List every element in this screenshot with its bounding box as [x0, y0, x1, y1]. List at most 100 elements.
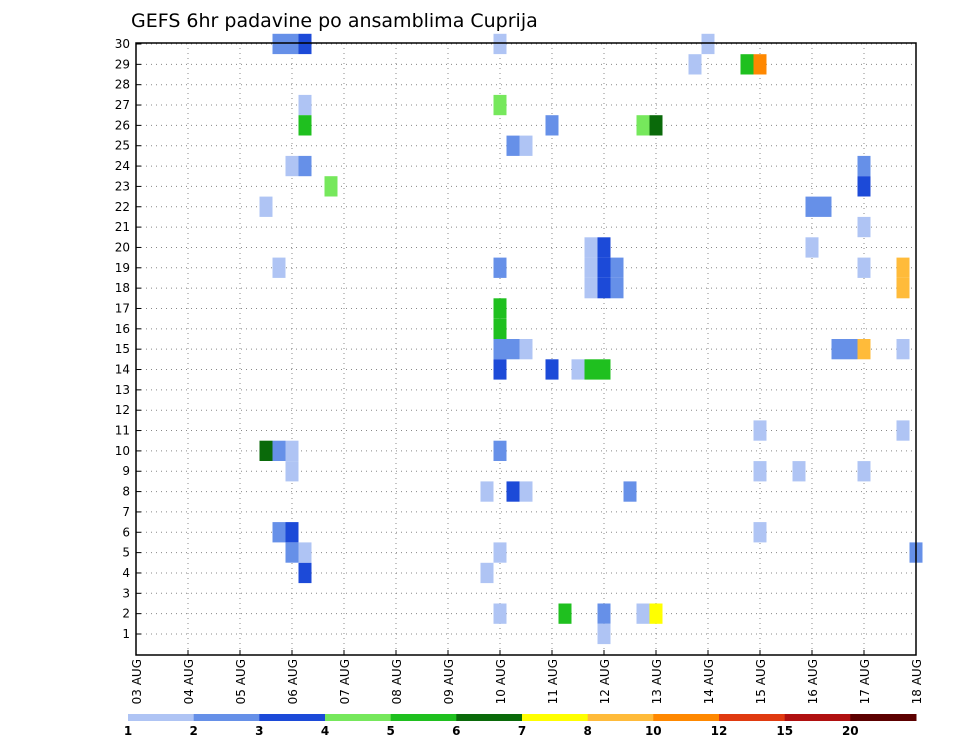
- heatmap-cell: [584, 359, 598, 380]
- heatmap-cell: [792, 461, 806, 482]
- heatmap-cell: [493, 298, 507, 319]
- x-tick-label: 11 AUG: [546, 659, 560, 704]
- y-tick-label: 17: [115, 301, 130, 315]
- x-tick-label: 13 AUG: [650, 659, 664, 704]
- y-tick-label: 6: [122, 525, 130, 539]
- y-tick-label: 26: [115, 118, 130, 132]
- colorbar-segment: [522, 714, 589, 721]
- heatmap-cell: [896, 278, 910, 299]
- heatmap-cell: [298, 33, 312, 55]
- colorbar-label: 5: [387, 724, 395, 738]
- colorbar-label: 10: [645, 724, 662, 738]
- heatmap-cell: [857, 176, 871, 197]
- heatmap-cell: [493, 440, 507, 461]
- heatmap-cell: [519, 135, 533, 156]
- heatmap-cell: [285, 440, 299, 461]
- y-tick-label: 16: [115, 322, 130, 336]
- heatmap-cell: [285, 542, 299, 563]
- heatmap-cell: [545, 359, 559, 380]
- y-tick-label: 15: [115, 342, 130, 356]
- y-tick-label: 28: [115, 78, 130, 92]
- x-tick-label: 17 AUG: [858, 659, 872, 704]
- x-axis-ticks: 03 AUG 04 AUG 05 AUG 06 AUG 07 AUG 08 AUG 09 A…: [130, 650, 924, 704]
- heatmap-cell: [597, 359, 611, 380]
- heatmap-cell: [831, 339, 845, 360]
- heatmap-cell: [753, 461, 767, 482]
- heatmap-cell: [493, 33, 507, 55]
- heatmap-cell: [610, 257, 624, 278]
- heatmap-cell: [298, 562, 312, 584]
- colorbar-label: 6: [452, 724, 460, 738]
- y-tick-label: 14: [115, 363, 130, 377]
- colorbar-label: 4: [321, 724, 329, 738]
- heatmap-cell: [493, 542, 507, 563]
- heatmap-cell: [610, 278, 624, 299]
- heatmap-cell: [493, 94, 507, 116]
- y-tick-label: 23: [115, 179, 130, 193]
- y-tick-label: 25: [115, 139, 130, 153]
- heatmap-cell: [844, 339, 858, 360]
- heatmap-cell: [324, 176, 338, 197]
- heatmap-cell: [545, 115, 559, 136]
- heatmap-cell: [636, 115, 650, 136]
- x-tick-label: 12 AUG: [598, 659, 612, 704]
- heatmap-cell: [584, 278, 598, 299]
- heatmap-cell: [272, 257, 286, 278]
- heatmap-cell: [558, 603, 572, 624]
- y-tick-label: 12: [115, 403, 130, 417]
- y-tick-label: 29: [115, 57, 130, 71]
- heatmap-cell: [857, 257, 871, 278]
- heatmap-cell: [285, 33, 299, 55]
- y-tick-label: 30: [115, 37, 130, 51]
- y-tick-label: 7: [122, 505, 130, 519]
- heatmap-cell: [493, 339, 507, 360]
- heatmap-cell: [584, 237, 598, 258]
- heatmap-cell: [493, 318, 507, 339]
- heatmap-cell: [649, 603, 663, 624]
- colorbar-label: 20: [842, 724, 859, 738]
- heatmap-cell: [701, 33, 715, 55]
- colorbar-segment: [456, 714, 523, 721]
- heatmap-cell: [584, 257, 598, 278]
- heatmap-cell: [857, 339, 871, 360]
- colorbar-label: 2: [190, 724, 198, 738]
- heatmap-cell: [493, 359, 507, 380]
- heatmap-cell: [506, 339, 520, 360]
- colorbar-segment: [719, 714, 786, 721]
- heatmap-cell: [480, 481, 494, 502]
- heatmap-cell: [493, 603, 507, 624]
- chart-title: GEFS 6hr padavine po ansamblima Cuprija: [131, 10, 538, 32]
- heatmap-cell: [896, 257, 910, 278]
- heatmap-cell: [480, 562, 494, 584]
- heatmap-cell: [285, 155, 299, 177]
- heatmap-cells: [259, 33, 923, 645]
- x-tick-label: 14 AUG: [702, 659, 716, 704]
- x-tick-label: 16 AUG: [806, 659, 820, 704]
- colorbar-segment: [653, 714, 720, 721]
- y-tick-label: 13: [115, 383, 130, 397]
- y-tick-label: 20: [115, 240, 130, 254]
- y-tick-label: 4: [122, 566, 130, 580]
- heatmap-cell: [272, 440, 286, 461]
- heatmap-cell: [298, 94, 312, 116]
- colorbar-label: 3: [255, 724, 263, 738]
- heatmap-cell: [805, 237, 819, 258]
- x-tick-label: 10 AUG: [494, 659, 508, 704]
- x-tick-label: 03 AUG: [130, 659, 144, 704]
- x-tick-label: 05 AUG: [234, 659, 248, 704]
- x-tick-label: 04 AUG: [182, 659, 196, 704]
- heatmap-cell: [259, 196, 273, 217]
- heatmap-cell: [753, 54, 767, 75]
- colorbar-label: 1: [124, 724, 132, 738]
- heatmap-cell: [857, 155, 871, 177]
- heatmap-cell: [298, 115, 312, 136]
- heatmap-cell: [896, 339, 910, 360]
- y-tick-label: 5: [122, 546, 130, 560]
- heatmap-cell: [506, 481, 520, 502]
- heatmap-cell: [597, 237, 611, 258]
- colorbar-segment: [259, 714, 326, 721]
- heatmap-cell: [740, 54, 754, 75]
- colorbar-segment: [850, 714, 917, 721]
- heatmap-cell: [857, 461, 871, 482]
